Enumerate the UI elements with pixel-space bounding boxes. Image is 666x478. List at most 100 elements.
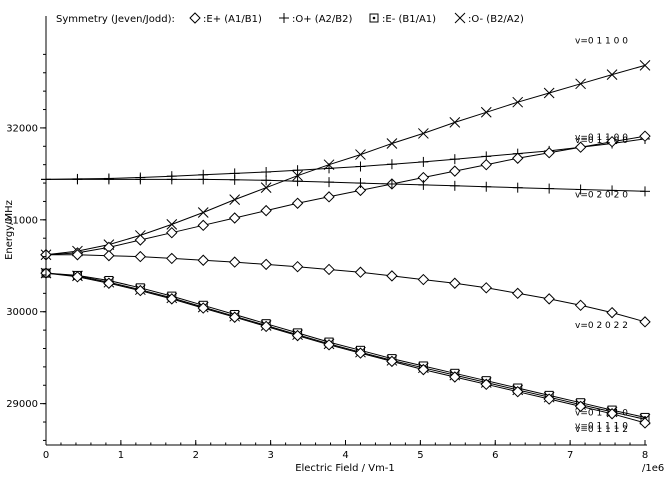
point-diamond [291, 329, 304, 342]
legend-title: Symmetry (Jeven/Jodd): [56, 14, 175, 25]
point-x [418, 128, 429, 139]
point-plus [418, 156, 429, 167]
y-tick-label: 31000 [6, 215, 38, 226]
point-diamond [606, 408, 618, 420]
point-diamond [323, 339, 335, 351]
point-diamond [260, 320, 272, 333]
curve-label: v=0 1 1 1 2 [575, 425, 628, 435]
point-plus [512, 182, 523, 193]
point-diamond [512, 287, 524, 300]
point-x [355, 149, 366, 160]
x-tick-label: 3 [267, 450, 273, 461]
point-diamond [543, 147, 555, 159]
point-diamond [134, 250, 147, 263]
point-diamond [606, 306, 618, 319]
axes: 0 1 2 3 4 5 6 7 8 29000 30000 31000 32000 [6, 16, 648, 461]
curve-label: v=0 1 1 0 0 [575, 36, 628, 46]
point-diamond [228, 311, 241, 323]
curve-0 [45, 64, 646, 256]
curve-5 [45, 272, 646, 418]
point-diamond [134, 234, 147, 246]
point-plus [324, 177, 335, 188]
x-tick-label: 0 [43, 450, 49, 461]
legend-marker-x [454, 12, 466, 24]
y-axis-label: Energy/MHz [4, 200, 15, 260]
point-diamond [417, 363, 430, 376]
curve-7 [45, 272, 646, 424]
point-diamond [543, 293, 555, 305]
x-tick-label: 8 [642, 450, 648, 461]
point-diamond [639, 417, 651, 429]
point-x [386, 138, 398, 149]
point-plus [640, 186, 650, 197]
point-x [575, 78, 586, 90]
point-diamond [291, 260, 304, 273]
point-diamond [166, 226, 178, 239]
point-x [166, 219, 178, 230]
point-diamond [197, 254, 209, 266]
point-x [229, 194, 241, 205]
legend-marker-diamond [189, 12, 201, 24]
point-diamond [103, 277, 115, 289]
curves [45, 64, 646, 424]
curve-label: v=0 1 1 1 0 [575, 421, 628, 431]
point-x [480, 106, 492, 118]
point-plus [449, 154, 460, 165]
legend-label-square-dot: :E- (B1/A1) [382, 14, 436, 25]
curve-label: v=0 1 1 0 0 [575, 133, 628, 143]
curve-label: v=0 1 1 1 0 [575, 408, 628, 418]
point-plus [355, 178, 366, 189]
point-diamond [449, 371, 461, 383]
point-diamond [480, 158, 492, 171]
legend-label-diamond: :E+ (A1/B1) [203, 14, 262, 25]
point-x [543, 87, 555, 99]
point-plus [261, 175, 272, 186]
curve-3 [46, 178, 646, 192]
x-tick-label: 1 [118, 450, 124, 461]
point-diamond [323, 191, 335, 203]
point-plus [418, 179, 429, 190]
point-plus [135, 174, 146, 185]
point-plus [544, 183, 555, 194]
point-diamond [291, 197, 304, 209]
point-diamond [386, 270, 398, 282]
point-diamond [166, 252, 178, 265]
y-tick-label: 32000 [6, 123, 38, 134]
point-diamond [260, 204, 272, 217]
point-x [197, 207, 209, 218]
point-diamond [71, 271, 84, 283]
x-axis-label: Electric Field / Vm-1 [295, 463, 395, 474]
point-diamond [354, 347, 367, 359]
curve-label: v=0 2 0 2 0 [575, 190, 628, 200]
point-plus [481, 181, 492, 192]
point-plus [575, 184, 586, 195]
point-plus [166, 174, 177, 185]
point-diamond [71, 249, 84, 261]
point-diamond [354, 266, 367, 278]
point-plus [198, 174, 209, 185]
point-plus [324, 163, 335, 174]
point-diamond [639, 316, 651, 328]
point-plus [229, 174, 240, 185]
point-plus [355, 161, 366, 172]
point-diamond [480, 378, 492, 391]
point-diamond [260, 258, 272, 271]
x-tick-label: 6 [492, 450, 498, 461]
point-diamond [354, 184, 367, 197]
point-diamond [512, 152, 524, 164]
x-tick-label: 5 [417, 450, 423, 461]
point-diamond [606, 135, 618, 148]
point-x [639, 60, 651, 71]
y-tick-label: 29000 [6, 399, 38, 410]
point-diamond [323, 263, 335, 276]
point-diamond [574, 299, 587, 312]
point-x [260, 182, 272, 194]
point-diamond [574, 141, 587, 153]
point-diamond [480, 282, 492, 294]
legend-marker-plus [279, 13, 289, 23]
point-diamond [543, 393, 555, 405]
point-plus [449, 180, 460, 191]
curve-2 [45, 135, 646, 256]
